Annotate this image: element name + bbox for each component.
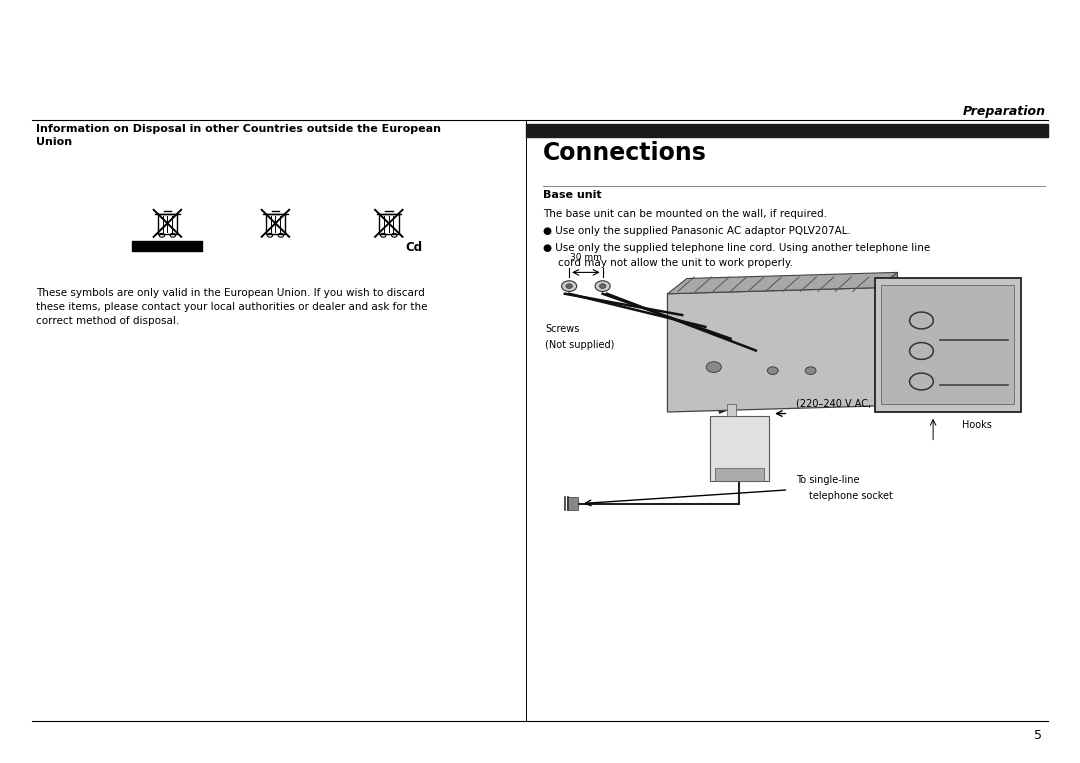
Circle shape bbox=[706, 362, 721, 372]
Text: The base unit can be mounted on the wall, if required.: The base unit can be mounted on the wall… bbox=[543, 209, 827, 219]
Circle shape bbox=[806, 367, 816, 375]
Text: 30 mm: 30 mm bbox=[570, 253, 602, 262]
Bar bbox=[379, 214, 399, 234]
Text: Base unit: Base unit bbox=[543, 190, 602, 200]
Bar bbox=[567, 497, 578, 510]
Circle shape bbox=[767, 367, 778, 375]
Circle shape bbox=[595, 281, 610, 291]
Text: Information on Disposal in other Countries outside the European
Union: Information on Disposal in other Countri… bbox=[36, 124, 441, 146]
Circle shape bbox=[562, 281, 577, 291]
Bar bbox=[728, 404, 737, 416]
Text: Connections: Connections bbox=[543, 141, 707, 165]
Bar bbox=[132, 241, 202, 251]
Text: ● Use only the supplied Panasonic AC adaptor PQLV207AL.: ● Use only the supplied Panasonic AC ada… bbox=[543, 226, 851, 236]
Text: Cd: Cd bbox=[405, 241, 422, 254]
Bar bbox=[875, 278, 1021, 412]
Text: (220–240 V AC, 50/60 Hz): (220–240 V AC, 50/60 Hz) bbox=[796, 399, 921, 409]
Text: To single-line: To single-line bbox=[796, 475, 860, 485]
Text: Hooks: Hooks bbox=[962, 420, 993, 430]
Circle shape bbox=[566, 284, 572, 288]
Bar bbox=[881, 285, 1014, 404]
Text: ● Use only the supplied telephone line cord. Using another telephone line: ● Use only the supplied telephone line c… bbox=[543, 243, 931, 253]
Text: cord may not allow the unit to work properly.: cord may not allow the unit to work prop… bbox=[558, 258, 793, 268]
Bar bbox=[158, 214, 177, 234]
Text: 5: 5 bbox=[1035, 729, 1042, 742]
Text: These symbols are only valid in the European Union. If you wish to discard
these: These symbols are only valid in the Euro… bbox=[36, 288, 428, 327]
Bar bbox=[266, 214, 285, 234]
Polygon shape bbox=[667, 288, 878, 412]
Text: Preparation: Preparation bbox=[962, 105, 1045, 118]
Bar bbox=[526, 124, 1048, 137]
Polygon shape bbox=[878, 272, 897, 406]
Text: Screws: Screws bbox=[545, 324, 580, 333]
Text: (Not supplied): (Not supplied) bbox=[545, 340, 615, 350]
Text: telephone socket: telephone socket bbox=[809, 491, 893, 501]
Polygon shape bbox=[667, 272, 897, 294]
Bar bbox=[715, 468, 764, 481]
Bar bbox=[710, 416, 769, 481]
Circle shape bbox=[599, 284, 606, 288]
